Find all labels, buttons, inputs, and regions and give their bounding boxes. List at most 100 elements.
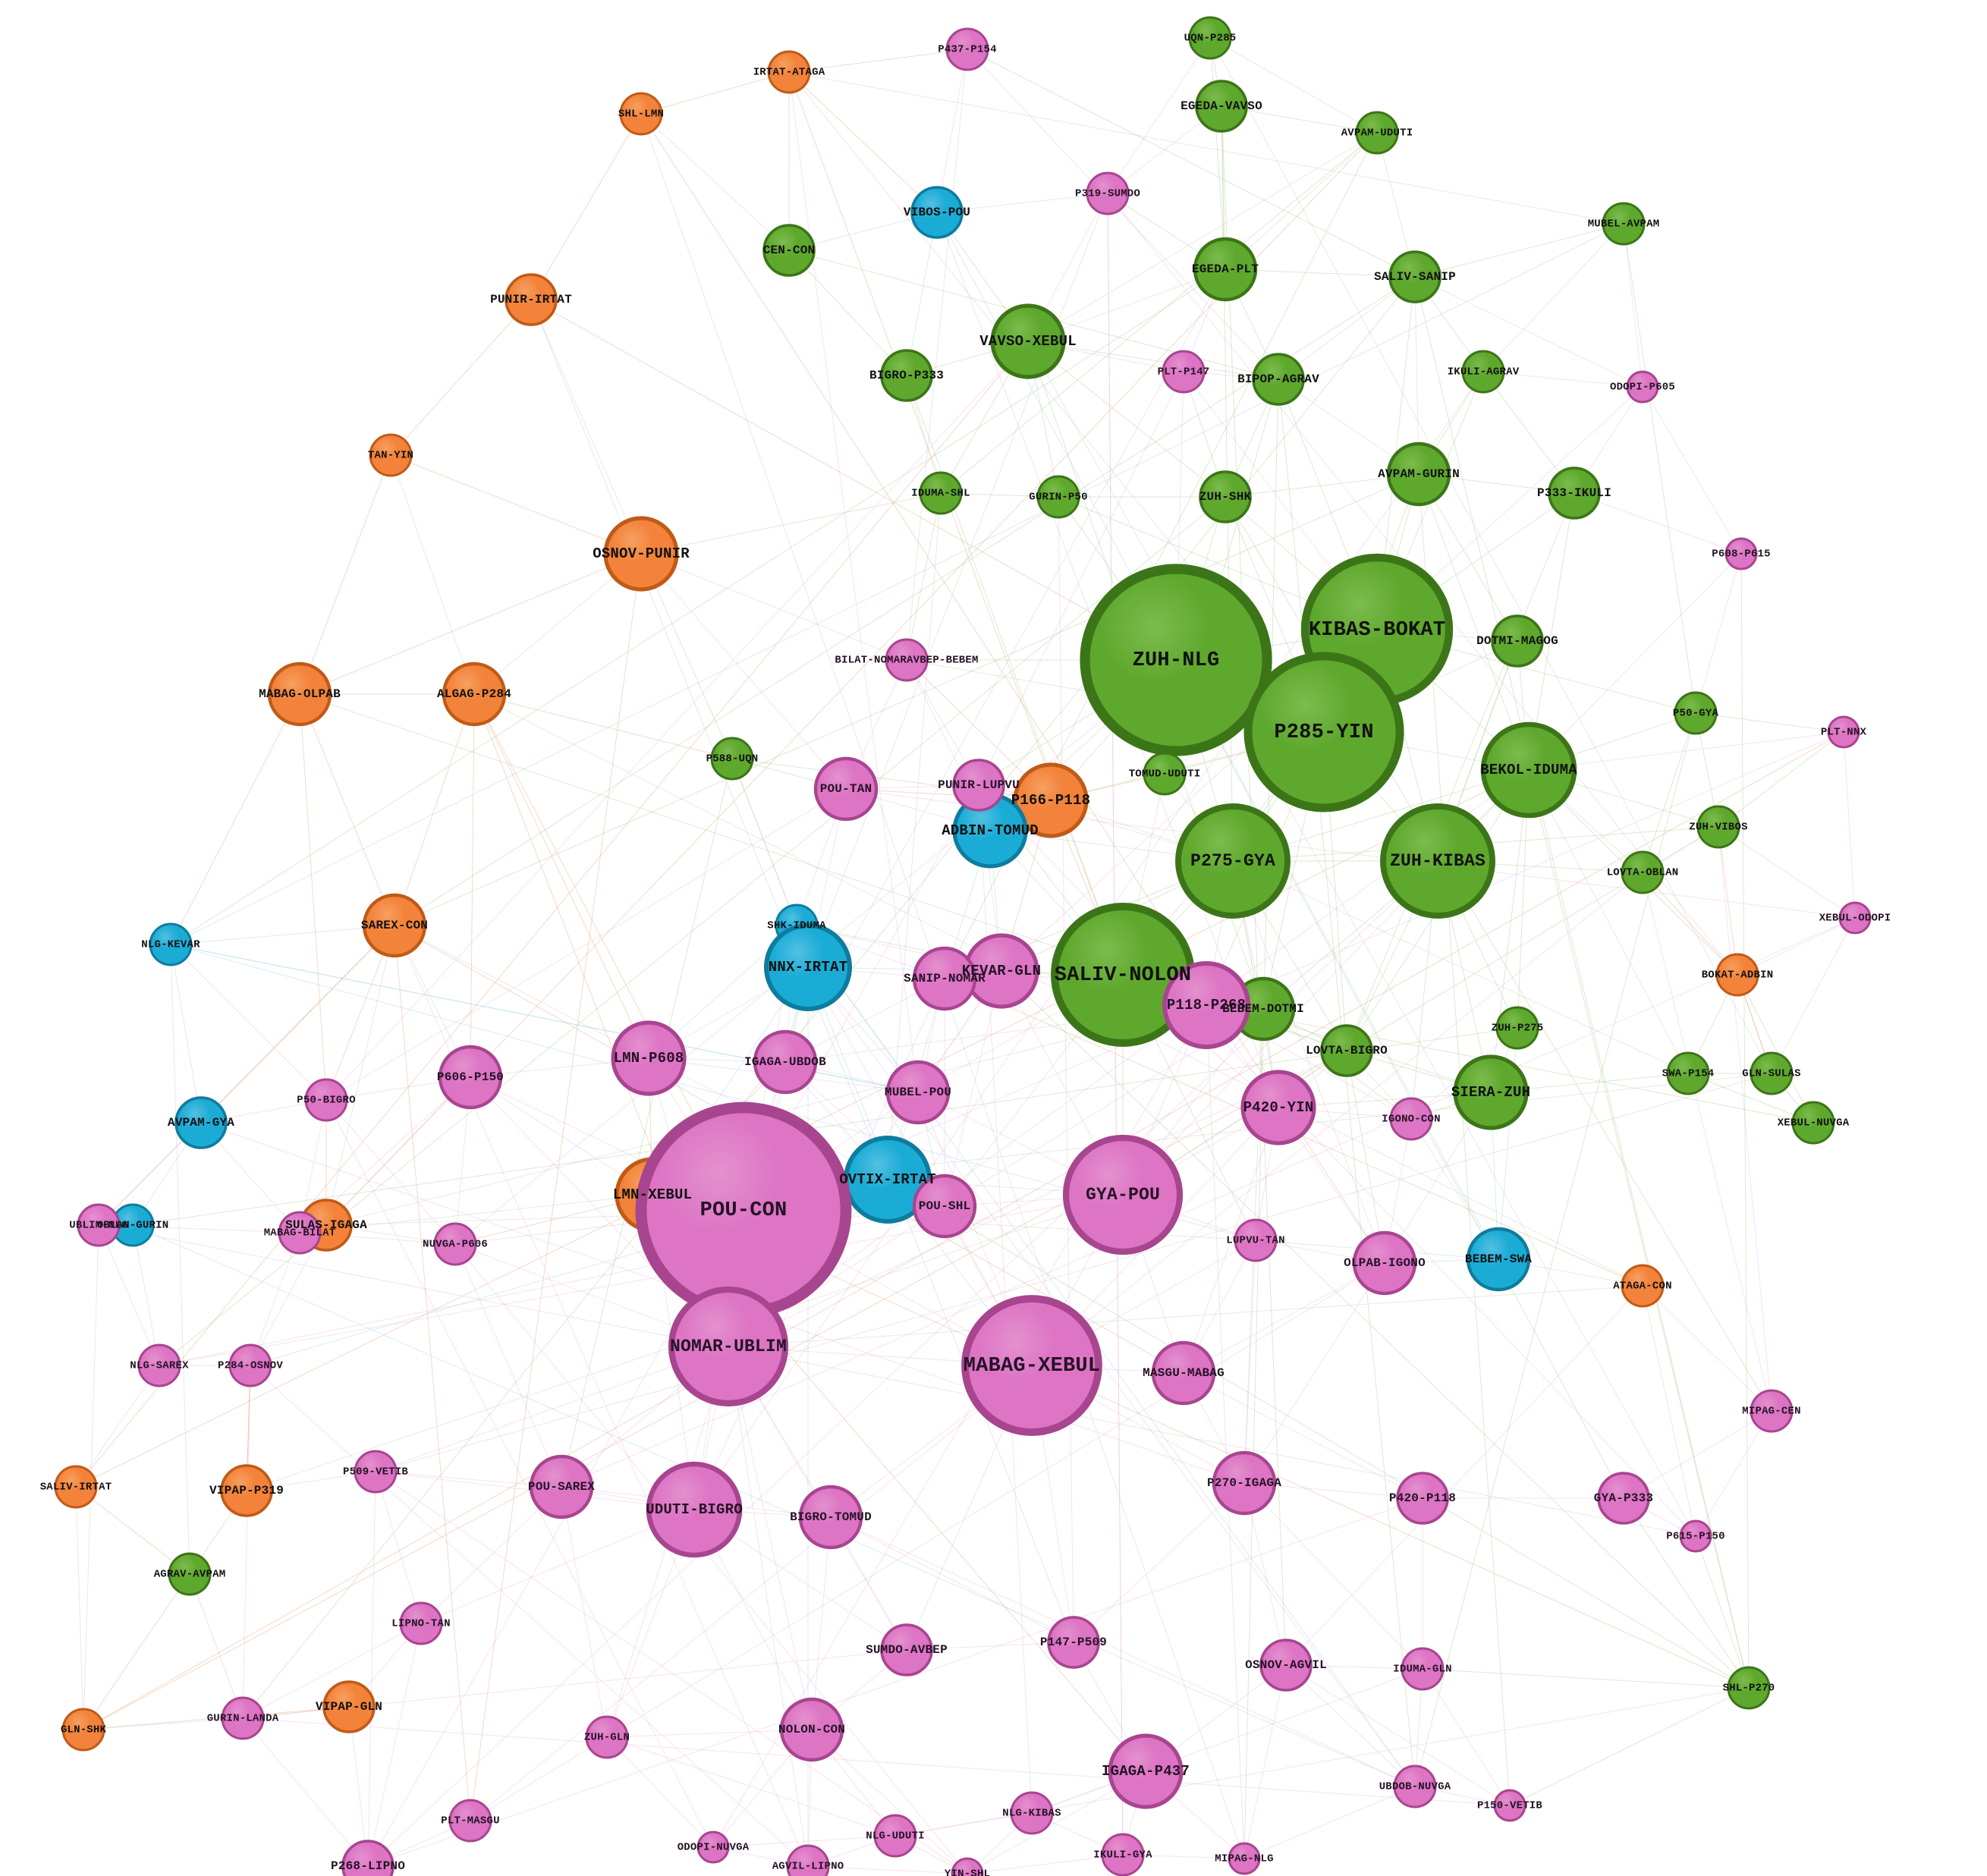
- svg-text:IGAGA-UBDOB: IGAGA-UBDOB: [744, 1055, 826, 1069]
- svg-text:MUBEL-AVPAM: MUBEL-AVPAM: [1588, 218, 1660, 231]
- svg-text:GURIN-P50: GURIN-P50: [1029, 492, 1087, 504]
- svg-text:ALGAG-P284: ALGAG-P284: [437, 687, 511, 701]
- svg-text:ODOPI-NUVGA: ODOPI-NUVGA: [678, 1842, 750, 1854]
- svg-text:P588-UQN: P588-UQN: [706, 753, 759, 765]
- svg-text:OSNOV-PUNIR: OSNOV-PUNIR: [593, 545, 690, 562]
- svg-text:OVTIX-IRTAT: OVTIX-IRTAT: [839, 1171, 936, 1188]
- svg-text:AVPAM-UDUTI: AVPAM-UDUTI: [1341, 127, 1413, 140]
- svg-text:IKULI-GYA: IKULI-GYA: [1093, 1849, 1152, 1862]
- svg-text:MABAG-OLPAB: MABAG-OLPAB: [259, 687, 341, 701]
- svg-text:P509-VETIB: P509-VETIB: [343, 1466, 408, 1478]
- svg-text:EGEDA-PLT: EGEDA-PLT: [1192, 262, 1259, 276]
- svg-text:PLT-P147: PLT-P147: [1158, 366, 1210, 379]
- svg-text:P270-IGAGA: P270-IGAGA: [1207, 1476, 1281, 1490]
- svg-text:BOKAT-ADBIN: BOKAT-ADBIN: [1702, 969, 1774, 982]
- svg-text:SALIV-IRTAT: SALIV-IRTAT: [40, 1482, 112, 1494]
- svg-text:SALIV-SANIP: SALIV-SANIP: [1374, 270, 1456, 284]
- svg-text:IGAGA-P437: IGAGA-P437: [1102, 1763, 1190, 1780]
- svg-text:NLG-KIBAS: NLG-KIBAS: [1002, 1808, 1061, 1820]
- svg-text:VIBOS-POU: VIBOS-POU: [904, 206, 970, 219]
- svg-text:IGONO-CON: IGONO-CON: [1382, 1114, 1440, 1126]
- svg-text:AGVIL-LIPNO: AGVIL-LIPNO: [772, 1861, 844, 1873]
- svg-text:GURIN-LANDA: GURIN-LANDA: [207, 1713, 279, 1725]
- svg-text:UQN-P285: UQN-P285: [1184, 33, 1237, 45]
- svg-text:P147-P509: P147-P509: [1040, 1636, 1107, 1649]
- svg-text:MABAG-BILAT: MABAG-BILAT: [264, 1227, 336, 1240]
- svg-text:ZUH-VIBOS: ZUH-VIBOS: [1689, 822, 1747, 834]
- svg-text:P333-IKULI: P333-IKULI: [1537, 486, 1611, 500]
- svg-text:NLG-KEVAR: NLG-KEVAR: [141, 939, 200, 951]
- svg-text:XEBUL-NUVGA: XEBUL-NUVGA: [1778, 1117, 1850, 1130]
- svg-text:POU-CON: POU-CON: [700, 1199, 788, 1222]
- svg-text:SHK-IDUMA: SHK-IDUMA: [767, 920, 826, 932]
- svg-text:P420-P118: P420-P118: [1389, 1491, 1456, 1505]
- svg-text:AVPAM-GYA: AVPAM-GYA: [168, 1116, 234, 1130]
- svg-text:P268-LIPNO: P268-LIPNO: [331, 1859, 405, 1873]
- svg-text:LIPNO-TAN: LIPNO-TAN: [391, 1618, 450, 1630]
- svg-text:NNX-IRTAT: NNX-IRTAT: [769, 959, 847, 976]
- svg-text:P50-BIGRO: P50-BIGRO: [297, 1095, 355, 1107]
- svg-text:VAVSO-XEBUL: VAVSO-XEBUL: [979, 333, 1077, 350]
- svg-text:POU-TAN: POU-TAN: [820, 782, 872, 796]
- svg-text:ODOPI-P605: ODOPI-P605: [1610, 382, 1675, 394]
- svg-text:KIBAS-BOKAT: KIBAS-BOKAT: [1309, 619, 1445, 642]
- svg-text:SHL-LMN: SHL-LMN: [618, 108, 664, 121]
- svg-text:P166-P118: P166-P118: [1011, 792, 1090, 809]
- svg-text:LOVTA-OBLAN: LOVTA-OBLAN: [1607, 867, 1679, 879]
- svg-text:OSNOV-AGVIL: OSNOV-AGVIL: [1245, 1658, 1327, 1672]
- svg-text:PLT-NNX: PLT-NNX: [1821, 727, 1867, 739]
- svg-text:P118-P268: P118-P268: [1167, 997, 1246, 1013]
- svg-text:MABAG-XEBUL: MABAG-XEBUL: [964, 1355, 1100, 1378]
- svg-text:GLN-SULAS: GLN-SULAS: [1742, 1068, 1800, 1080]
- svg-text:P437-P154: P437-P154: [938, 44, 996, 56]
- svg-text:BIGRO-TOMUD: BIGRO-TOMUD: [790, 1510, 872, 1524]
- svg-text:TAN-YIN: TAN-YIN: [368, 450, 413, 462]
- svg-text:POU-SHL: POU-SHL: [919, 1199, 971, 1213]
- svg-text:AGRAV-AVPAM: AGRAV-AVPAM: [154, 1569, 226, 1581]
- svg-text:CEN-CON: CEN-CON: [763, 244, 816, 257]
- svg-text:P606-P150: P606-P150: [437, 1070, 504, 1084]
- svg-text:SALIV-NOLON: SALIV-NOLON: [1055, 964, 1191, 987]
- svg-text:LMN-P608: LMN-P608: [614, 1050, 684, 1067]
- svg-text:OLPAB-IGONO: OLPAB-IGONO: [1344, 1256, 1426, 1270]
- svg-text:LMN-XEBUL: LMN-XEBUL: [613, 1186, 692, 1203]
- svg-text:IKULI-AGRAV: IKULI-AGRAV: [1448, 366, 1520, 379]
- svg-text:AVPAM-GURIN: AVPAM-GURIN: [1378, 467, 1460, 481]
- svg-text:SWA-P154: SWA-P154: [1662, 1068, 1715, 1080]
- svg-text:BIGRO-P333: BIGRO-P333: [869, 369, 944, 382]
- svg-text:P284-OSNOV: P284-OSNOV: [218, 1360, 283, 1372]
- svg-text:BEBEM-SWA: BEBEM-SWA: [1465, 1252, 1532, 1266]
- svg-text:POU-SAREX: POU-SAREX: [528, 1480, 595, 1494]
- svg-text:ZUH-NLG: ZUH-NLG: [1133, 649, 1220, 672]
- svg-text:SAREX-CON: SAREX-CON: [361, 919, 428, 932]
- svg-text:YIN-SHL: YIN-SHL: [945, 1868, 990, 1876]
- svg-text:XEBUL-ODOPI: XEBUL-ODOPI: [1819, 913, 1891, 925]
- svg-text:NLG-UDUTI: NLG-UDUTI: [866, 1830, 924, 1843]
- svg-text:ADBIN-TOMUD: ADBIN-TOMUD: [942, 822, 1039, 839]
- svg-text:DOTMI-MAGOG: DOTMI-MAGOG: [1476, 634, 1558, 648]
- svg-text:PUNIR-IRTAT: PUNIR-IRTAT: [490, 293, 572, 306]
- svg-text:ZUH-GLN: ZUH-GLN: [584, 1732, 630, 1744]
- svg-text:SIERA-ZUH: SIERA-ZUH: [1451, 1084, 1530, 1101]
- svg-text:LUPVU-TAN: LUPVU-TAN: [1226, 1235, 1284, 1247]
- svg-text:P608-P615: P608-P615: [1712, 548, 1770, 561]
- svg-text:IDUMA-SHL: IDUMA-SHL: [911, 488, 970, 500]
- svg-text:PLT-MASGU: PLT-MASGU: [441, 1815, 499, 1827]
- svg-text:P319-SUMDO: P319-SUMDO: [1075, 188, 1140, 200]
- svg-text:VIPAP-GLN: VIPAP-GLN: [316, 1700, 382, 1714]
- svg-text:MIPAG-NLG: MIPAG-NLG: [1215, 1853, 1273, 1865]
- svg-text:SUMDO-AVBEP: SUMDO-AVBEP: [866, 1643, 948, 1657]
- svg-text:NOLON-CON: NOLON-CON: [778, 1723, 845, 1736]
- svg-text:BILAT-NOMARAVBEP-BEBEM: BILAT-NOMARAVBEP-BEBEM: [835, 655, 978, 667]
- svg-text:VIPAP-P319: VIPAP-P319: [209, 1484, 284, 1497]
- svg-text:ATAGA-CON: ATAGA-CON: [1613, 1281, 1671, 1293]
- svg-text:LOVTA-BIGRO: LOVTA-BIGRO: [1306, 1044, 1388, 1057]
- svg-text:UBLIM-NLG: UBLIM-NLG: [69, 1220, 127, 1232]
- svg-text:MUBEL-POU: MUBEL-POU: [885, 1086, 951, 1099]
- svg-text:SHL-P270: SHL-P270: [1723, 1683, 1775, 1695]
- svg-text:GLN-SHK: GLN-SHK: [61, 1724, 107, 1736]
- svg-text:TOMUD-UDUTI: TOMUD-UDUTI: [1129, 768, 1201, 781]
- svg-text:P150-VETIB: P150-VETIB: [1477, 1800, 1542, 1812]
- svg-text:NUVGA-P606: NUVGA-P606: [423, 1239, 488, 1251]
- svg-text:PUNIR-LUPVU: PUNIR-LUPVU: [938, 778, 1020, 792]
